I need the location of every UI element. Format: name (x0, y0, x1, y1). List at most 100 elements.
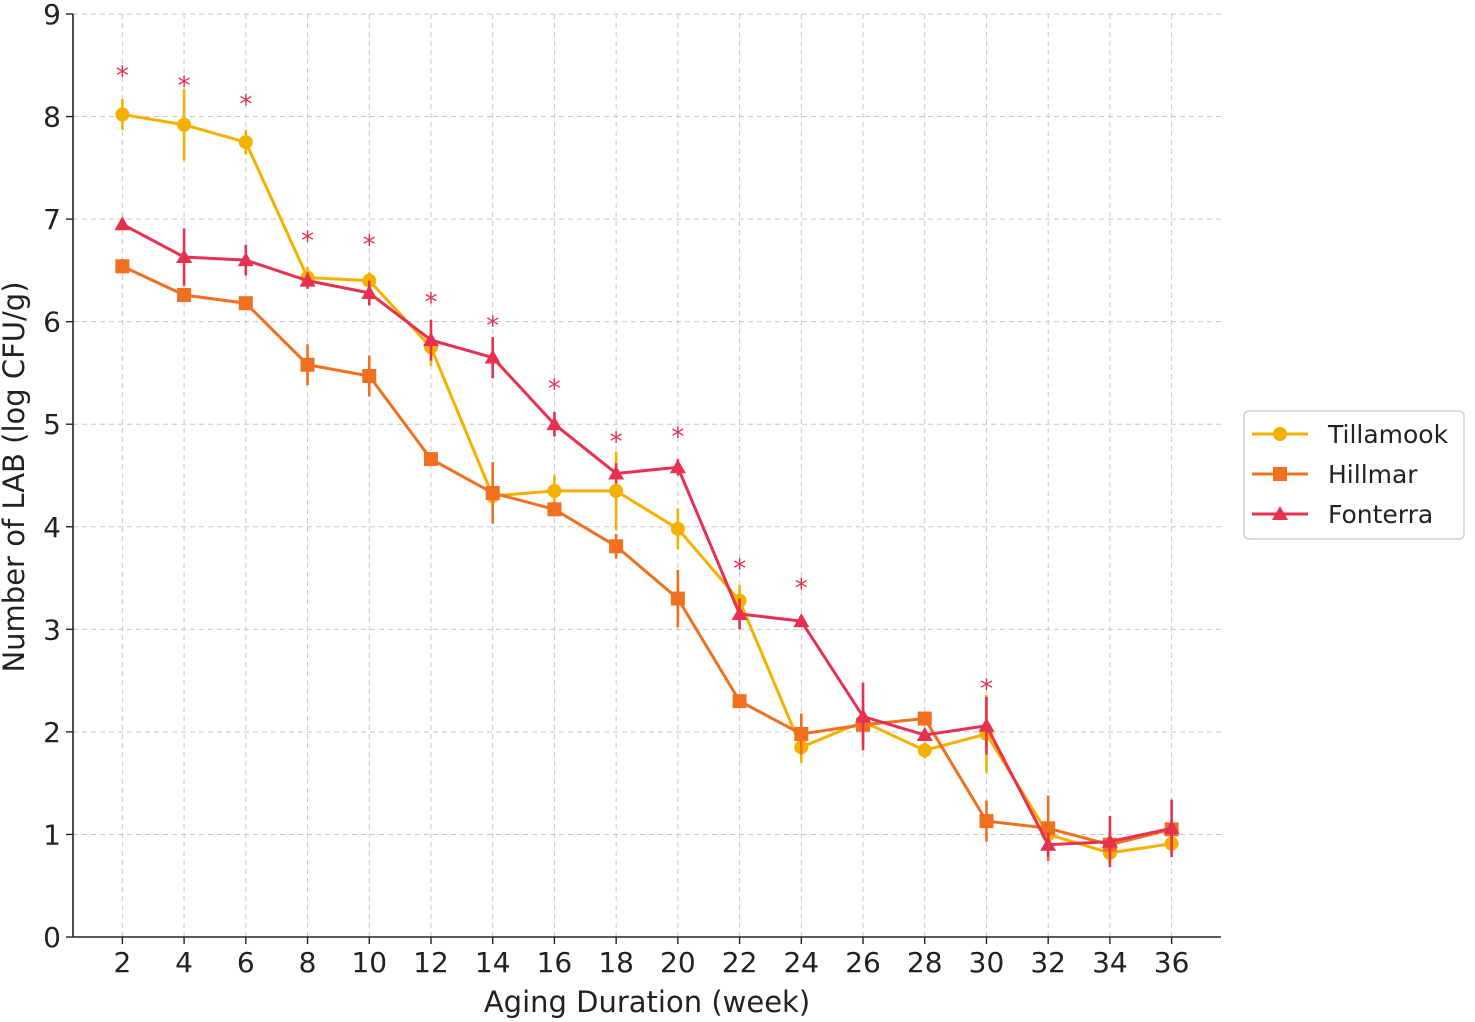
x-tick-label: 34 (1092, 946, 1128, 979)
y-tick-label: 8 (43, 101, 61, 134)
x-tick-label: 30 (969, 946, 1005, 979)
y-tick-label: 1 (43, 818, 61, 851)
significance-markers: * * * * * * * * * * * * * (116, 61, 993, 704)
point-fonterra (793, 613, 810, 628)
y-tick-label: 9 (43, 0, 61, 31)
significance-asterisk: * (486, 312, 499, 342)
legend-marker-hillmar (1273, 467, 1287, 481)
point-fonterra (1163, 820, 1180, 835)
point-hillmar (732, 694, 747, 709)
grid (73, 13, 1221, 937)
point-hillmar (362, 369, 377, 384)
point-tillamook (917, 743, 932, 758)
x-tick-label: 18 (598, 946, 634, 979)
x-tick-label: 16 (537, 946, 573, 979)
significance-asterisk: * (610, 428, 623, 458)
point-tillamook (115, 107, 130, 122)
x-tick-label: 6 (237, 946, 255, 979)
y-tick-label: 0 (43, 921, 61, 954)
x-tick-label: 22 (722, 946, 758, 979)
significance-asterisk: * (116, 61, 129, 91)
x-tick-label: 8 (299, 946, 317, 979)
y-tick-label: 2 (43, 716, 61, 749)
x-axis-label: Aging Duration (week) (484, 985, 810, 1019)
significance-asterisk: * (733, 555, 746, 585)
point-fonterra (608, 465, 625, 480)
point-fonterra (546, 416, 563, 431)
legend: Tillamook Hillmar Fonterra (1243, 410, 1465, 540)
point-hillmar (794, 726, 809, 741)
point-hillmar (917, 711, 932, 726)
point-hillmar (423, 452, 438, 467)
x-tick-label: 14 (475, 946, 511, 979)
point-hillmar (609, 539, 624, 554)
line-tillamook (122, 113, 1172, 855)
point-fonterra (361, 284, 378, 299)
x-tick-label: 36 (1154, 946, 1190, 979)
legend-item-hillmar: Hillmar (1252, 460, 1418, 489)
point-fonterra (114, 216, 131, 231)
point-fonterra (669, 459, 686, 474)
point-fonterra (484, 349, 501, 364)
point-fonterra (1101, 833, 1118, 848)
line-hillmar (121, 264, 1172, 847)
point-fonterra (176, 249, 193, 264)
point-hillmar (300, 357, 315, 372)
point-fonterra (237, 252, 254, 267)
legend-label-tillamook: Tillamook (1327, 420, 1449, 449)
point-tillamook (609, 483, 624, 498)
point-hillmar (485, 485, 500, 500)
significance-asterisk: * (980, 675, 993, 705)
legend-item-fonterra: Fonterra (1252, 500, 1433, 529)
x-tick-label: 32 (1030, 946, 1066, 979)
line-fonterra (121, 222, 1172, 847)
point-tillamook (238, 135, 253, 150)
significance-asterisk: * (239, 90, 252, 120)
x-tick-label: 2 (113, 946, 131, 979)
point-hillmar (979, 814, 994, 829)
y-tick-label: 7 (43, 203, 61, 236)
point-tillamook (670, 521, 685, 536)
point-tillamook (177, 117, 192, 132)
legend-item-tillamook: Tillamook (1252, 420, 1449, 449)
point-fonterra (299, 272, 316, 287)
y-tick-label: 5 (43, 408, 61, 441)
point-hillmar (115, 259, 130, 274)
significance-asterisk: * (363, 231, 376, 261)
point-hillmar (1041, 821, 1056, 836)
x-tick-label: 20 (660, 946, 696, 979)
significance-asterisk: * (795, 574, 808, 604)
axes: 2 4 6 8 10 12 14 16 18 20 22 24 26 28 30 32 34 3601234567… (43, 0, 1221, 979)
x-tick-label: 26 (845, 946, 881, 979)
series-hillmar (115, 259, 1179, 862)
legend-label-fonterra: Fonterra (1328, 500, 1433, 529)
legend-marker-fonterra (1272, 506, 1288, 520)
y-tick-label: 4 (43, 511, 61, 544)
significance-asterisk: * (301, 227, 314, 257)
legend-label-hillmar: Hillmar (1328, 460, 1418, 489)
significance-asterisk: * (671, 422, 684, 452)
series-tillamook (115, 88, 1179, 864)
x-tick-label: 10 (351, 946, 387, 979)
significance-asterisk: * (548, 374, 561, 404)
significance-asterisk: * (424, 288, 437, 318)
point-hillmar (238, 296, 253, 311)
point-fonterra (855, 708, 872, 723)
significance-asterisk: * (178, 72, 191, 102)
x-tick-label: 24 (783, 946, 819, 979)
y-tick-label: 6 (43, 306, 61, 339)
series-fonterra (114, 216, 1180, 868)
point-hillmar (670, 591, 685, 606)
point-fonterra (731, 605, 748, 620)
point-tillamook (547, 483, 562, 498)
point-hillmar (177, 288, 192, 303)
point-fonterra (916, 726, 933, 741)
x-tick-label: 4 (175, 946, 193, 979)
legend-marker-tillamook (1273, 427, 1287, 441)
point-fonterra (978, 717, 995, 732)
point-fonterra (1040, 836, 1057, 851)
x-tick-label: 12 (413, 946, 449, 979)
series-group (114, 88, 1180, 868)
